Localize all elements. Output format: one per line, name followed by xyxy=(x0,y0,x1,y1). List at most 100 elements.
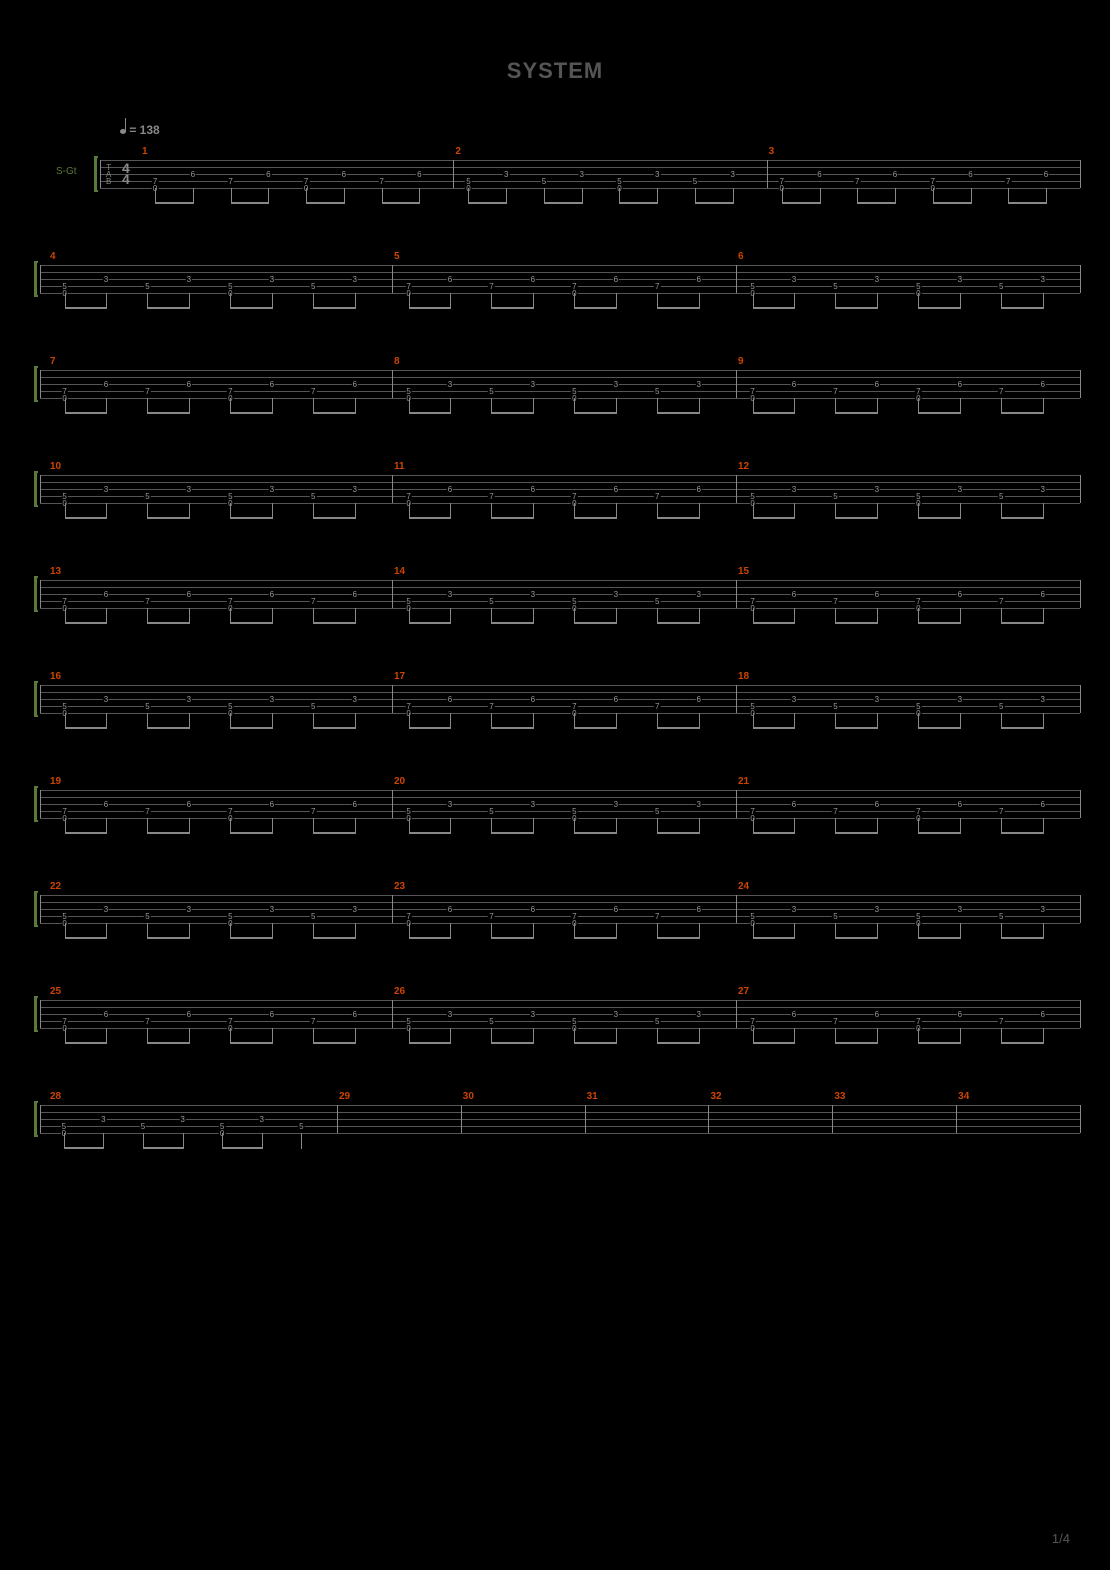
fret-number: 7 xyxy=(998,388,1004,395)
note-beam xyxy=(409,727,451,729)
note-beam xyxy=(313,412,355,414)
system-bracket xyxy=(34,576,38,612)
barline xyxy=(1080,580,1081,608)
fret-number: 5 xyxy=(144,703,150,710)
fret-number: 3 xyxy=(259,1116,265,1123)
measure-number: 26 xyxy=(394,986,405,997)
staff-line xyxy=(40,699,1080,700)
note-beam xyxy=(1001,622,1043,624)
barline xyxy=(1080,790,1081,818)
staff-line xyxy=(40,1133,1080,1134)
barline xyxy=(40,580,41,608)
barline xyxy=(392,685,393,713)
note-stem xyxy=(794,503,795,519)
barline xyxy=(392,895,393,923)
measure-number: 11 xyxy=(394,461,405,472)
fret-number: 3 xyxy=(351,696,357,703)
barline xyxy=(40,265,41,293)
note-stem xyxy=(450,608,451,624)
note-beam xyxy=(1001,517,1043,519)
measure-number: 6 xyxy=(738,251,744,262)
fret-number: 3 xyxy=(1039,696,1045,703)
note-beam xyxy=(409,937,451,939)
note-stem xyxy=(699,503,700,519)
tab-clef: TAB xyxy=(106,164,111,185)
staff-line xyxy=(40,601,1080,602)
note-beam xyxy=(753,307,795,309)
note-stem xyxy=(616,713,617,729)
note-stem xyxy=(450,293,451,309)
note-beam xyxy=(657,517,699,519)
note-stem xyxy=(699,818,700,834)
note-beam xyxy=(574,412,616,414)
fret-number: 6 xyxy=(613,906,619,913)
note-beam xyxy=(918,517,960,519)
note-stem xyxy=(450,398,451,414)
staff-line xyxy=(40,909,1080,910)
barline xyxy=(392,370,393,398)
quarter-note-icon xyxy=(120,120,126,134)
tab-system: 223333555500236666777700243333555500 xyxy=(40,895,1080,923)
fret-number: 6 xyxy=(530,486,536,493)
system-bracket xyxy=(34,366,38,402)
fret-number: 6 xyxy=(341,171,347,178)
fret-number: 5 xyxy=(654,1018,660,1025)
fret-number: 3 xyxy=(957,276,963,283)
note-stem xyxy=(657,188,658,204)
fret-number: 6 xyxy=(351,1011,357,1018)
staff-line xyxy=(40,692,1080,693)
note-beam xyxy=(857,202,896,204)
tab-staff: 163333555500176666777700183333555500 xyxy=(40,685,1080,713)
note-beam xyxy=(230,307,272,309)
fret-number: 3 xyxy=(351,906,357,913)
note-beam xyxy=(313,832,355,834)
fret-number: 5 xyxy=(488,598,494,605)
note-beam xyxy=(1001,412,1043,414)
tab-staff: 103333555500116666777700123333555500 xyxy=(40,475,1080,503)
staff-line xyxy=(40,496,1080,497)
fret-number: 6 xyxy=(695,276,701,283)
fret-number: 6 xyxy=(1039,591,1045,598)
fret-number: 6 xyxy=(447,486,453,493)
fret-number: 6 xyxy=(791,801,797,808)
note-stem xyxy=(189,818,190,834)
measure-number: 9 xyxy=(738,356,744,367)
fret-number: 3 xyxy=(503,171,509,178)
note-stem xyxy=(794,713,795,729)
fret-number: 3 xyxy=(269,276,275,283)
fret-number: 6 xyxy=(791,381,797,388)
note-stem xyxy=(794,398,795,414)
note-beam xyxy=(695,202,734,204)
note-stem xyxy=(106,293,107,309)
staff-line xyxy=(40,1021,1080,1022)
staff-line xyxy=(40,377,1080,378)
fret-number: 7 xyxy=(832,388,838,395)
fret-number: 6 xyxy=(103,591,109,598)
note-beam xyxy=(574,1042,616,1044)
note-beam xyxy=(409,412,451,414)
fret-number: 6 xyxy=(613,696,619,703)
note-beam xyxy=(491,622,533,624)
fret-number: 7 xyxy=(998,1018,1004,1025)
fret-number: 5 xyxy=(832,283,838,290)
song-title: SYSTEM xyxy=(0,0,1110,84)
staff-line xyxy=(40,391,1080,392)
system-bracket xyxy=(34,261,38,297)
fret-number: 7 xyxy=(854,178,860,185)
note-stem xyxy=(106,713,107,729)
note-beam xyxy=(491,1042,533,1044)
note-beam xyxy=(1001,727,1043,729)
system-bracket xyxy=(94,156,98,192)
tab-staff: 766667777008333355550096666777700 xyxy=(40,370,1080,398)
fret-number: 6 xyxy=(269,381,275,388)
fret-number: 3 xyxy=(179,1116,185,1123)
note-stem xyxy=(268,188,269,204)
tab-system: 256666777700263333555500276666777700 xyxy=(40,1000,1080,1028)
note-stem xyxy=(106,923,107,939)
note-stem xyxy=(301,1133,302,1149)
barline xyxy=(736,790,737,818)
fret-number: 7 xyxy=(488,283,494,290)
barline xyxy=(1080,160,1081,188)
staff-line xyxy=(40,1112,1080,1113)
fret-number: 5 xyxy=(488,388,494,395)
